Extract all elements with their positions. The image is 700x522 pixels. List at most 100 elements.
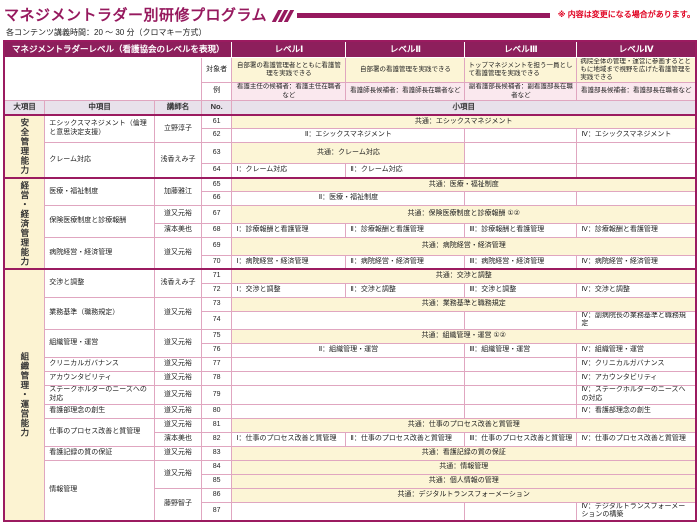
small-item-cell — [576, 142, 697, 165]
lecturer-name: 道又元裕 — [154, 417, 202, 433]
level-2-header: レベルⅡ — [345, 41, 466, 58]
small-item-cell — [464, 357, 578, 373]
lecturer-name: 藤野智子 — [154, 487, 202, 522]
small-item-cell: 共通：情報管理 — [231, 459, 697, 475]
small-item-cell: Ⅲ：病院経営・経済管理 — [464, 254, 578, 270]
row-number: 86 — [200, 487, 233, 503]
small-item-cell: Ⅱ：診療報酬と看護管理 — [345, 222, 466, 238]
row-number: 71 — [200, 268, 233, 284]
small-item-cell: Ⅰ：クレーム対応 — [231, 163, 347, 179]
small-item-cell: Ⅰ：仕事のプロセス改善と質管理 — [231, 431, 347, 447]
level-3-header: レベルⅢ — [464, 41, 578, 58]
lecturer-name: 道又元裕 — [154, 459, 202, 489]
table-row: クレーム対応 浅香えみ子 63 共通：クレーム対応 — [4, 142, 697, 179]
small-item-cell — [464, 371, 578, 387]
middle-item-label: 看護部理念の創生 — [44, 403, 156, 419]
page-title: マネジメントラダー別研修プログラム — [4, 7, 268, 24]
table-row: 看護部理念の創生 道又元裕 80 Ⅳ：看護部理念の創生 — [4, 403, 697, 419]
lecturer-name: 道又元裕 — [154, 403, 202, 419]
example-label: 例 — [200, 82, 233, 101]
lecturer-name: 道又元裕 — [154, 371, 202, 387]
small-item-cell: 共通：交渉と調整 — [231, 268, 697, 284]
table-row: クリニカルガバナンス 道又元裕 77 Ⅳ：クリニカルガバナンス — [4, 357, 697, 373]
middle-item-label: 情報管理 — [44, 459, 156, 522]
header-blank-cell — [3, 57, 202, 101]
small-item-cell: Ⅳ：ステークホルダーのニーズへの対応 — [576, 385, 697, 405]
small-item-cell: Ⅰ：病院経営・経済管理 — [231, 254, 347, 270]
small-item-cell: Ⅳ：病院経営・経済管理 — [576, 254, 697, 270]
lecturer-name: 道又元裕 — [154, 329, 202, 359]
lecturer-name: 道又元裕 — [154, 236, 202, 270]
small-item-cell: 共通：デジタルトランスフォーメーション — [231, 487, 697, 503]
table-row: アカウンタビリティ 道又元裕 78 Ⅳ：アカウンタビリティ — [4, 371, 697, 387]
table-row: 情報管理 道又元裕 84 共通：情報管理 — [4, 459, 697, 522]
table-row: 76 Ⅱ：組織管理・運営 Ⅲ：組織管理・運営 Ⅳ：組織管理・運営 — [4, 343, 697, 359]
row-number: 83 — [200, 445, 233, 461]
small-item-cell: Ⅳ：副病院長の業務基準と職務規定 — [576, 310, 697, 331]
row-number: 82 — [200, 431, 233, 447]
small-item-cell: Ⅲ：仕事のプロセス改善と質管理 — [464, 431, 578, 447]
row-number: 70 — [200, 254, 233, 270]
middle-item-label: 看護記録の質の保証 — [44, 445, 156, 461]
lecturer-name: 道又元裕 — [154, 357, 202, 373]
small-item-cell: 共通：クレーム対応 — [231, 142, 466, 165]
row-number: 74 — [200, 310, 233, 331]
table-row: 業務基準（職務規定） 道又元裕 73 共通：業務基準と職務規定 — [4, 296, 697, 331]
middle-item-label: クリニカルガバナンス — [44, 357, 156, 373]
column-header-row: 大項目 中項目 講師名 No. 小項目 — [3, 99, 697, 116]
small-item-cell: Ⅲ：組織管理・運営 — [464, 343, 578, 359]
row-number: 72 — [200, 282, 233, 298]
small-item-cell: Ⅱ：仕事のプロセス改善と質管理 — [345, 431, 466, 447]
level-2-example: 看護師長候補者：看護師長在職者など — [345, 82, 466, 101]
small-item-cell: Ⅳ：クリニカルガバナンス — [576, 357, 697, 373]
ladder-level-label: マネジメントラダーレベル（看護協会のレベルを表現） — [3, 41, 233, 58]
col-no-header: No. — [200, 99, 233, 116]
level-3-target: トップマネジメントを担う一員として看護管理を実践できる — [464, 56, 578, 84]
col-lecturer-header: 講師名 — [154, 99, 202, 116]
row-number: 69 — [200, 236, 233, 256]
small-item-cell — [464, 403, 578, 419]
lecturer-name: 立野淳子 — [154, 113, 202, 144]
col-small-header: 小項目 — [231, 99, 697, 116]
small-item-cell — [231, 385, 466, 405]
small-item-cell — [231, 310, 466, 331]
training-program-table: マネジメントラダーレベル（看護協会のレベルを表現） レベルⅠ レベルⅡ レベルⅢ… — [3, 40, 697, 522]
middle-item-label: 保険医療制度と診療報酬 — [44, 205, 156, 238]
small-item-cell: Ⅳ：交渉と調整 — [576, 282, 697, 298]
col-major-header: 大項目 — [3, 99, 46, 116]
change-note: ※ 内容は変更になる場合があります。 — [557, 10, 695, 19]
small-item-cell: 共通：保険医療制度と診療報酬 ①② — [231, 205, 697, 224]
lecturer-name: 道又元裕 — [154, 205, 202, 224]
level-3-example: 副看護部長候補者：副看護部長在職者など — [464, 82, 578, 101]
small-item-cell — [231, 357, 466, 373]
small-item-cell — [464, 310, 578, 331]
middle-item-label: 医療・福祉制度 — [44, 176, 156, 207]
small-item-cell: 共通：エシックスマネジメント — [231, 113, 697, 130]
row-number: 68 — [200, 222, 233, 238]
level-4-target: 病院全体の管理・運営に参画するとともに地域まで視野を広げた看護管理を実践できる — [576, 56, 697, 84]
small-item-cell: Ⅱ：組織管理・運営 — [231, 343, 466, 359]
row-number: 79 — [200, 385, 233, 405]
small-item-cell: Ⅱ：エシックスマネジメント — [231, 128, 466, 144]
middle-item-label: 業務基準（職務規定） — [44, 296, 156, 331]
small-item-cell — [576, 163, 697, 179]
small-item-cell: Ⅱ：医療・福祉制度 — [231, 191, 466, 207]
lecturer-name: 浅香えみ子 — [154, 142, 202, 179]
lecturer-name: 濱本美也 — [154, 431, 202, 447]
table-row: 組織管理・運営 道又元裕 75 共通：組織管理・運営 ①② — [4, 329, 697, 359]
lecturer-name: 加藤雅江 — [154, 176, 202, 207]
small-item-cell: Ⅱ：クレーム対応 — [345, 163, 466, 179]
lecturer-name: 道又元裕 — [154, 296, 202, 331]
small-item-cell: 共通：仕事のプロセス改善と質管理 — [231, 417, 697, 433]
small-item-cell — [231, 371, 466, 387]
table-row: 74 Ⅳ：副病院長の業務基準と職務規定 — [4, 310, 697, 331]
small-item-cell: Ⅳ：エシックスマネジメント — [576, 128, 697, 144]
small-item-cell: 共通：看護記録の質の保証 — [231, 445, 697, 461]
ladder-header-row: マネジメントラダーレベル（看護協会のレベルを表現） レベルⅠ レベルⅡ レベルⅢ… — [3, 41, 697, 58]
table-row: 経営・経済管理能力 医療・福祉制度 加藤雅江 65 共通：医療・福祉制度 — [3, 176, 697, 270]
middle-item-label: アカウンタビリティ — [44, 371, 156, 387]
title-bar: マネジメントラダー別研修プログラム ※ 内容は変更になる場合があります。 — [0, 0, 700, 26]
table-row: 64 Ⅰ：クレーム対応 Ⅱ：クレーム対応 — [4, 163, 697, 179]
level-1-target: 自部署の看護管理者とともに看護管理を実践できる — [231, 56, 347, 84]
row-number: 61 — [200, 113, 233, 130]
